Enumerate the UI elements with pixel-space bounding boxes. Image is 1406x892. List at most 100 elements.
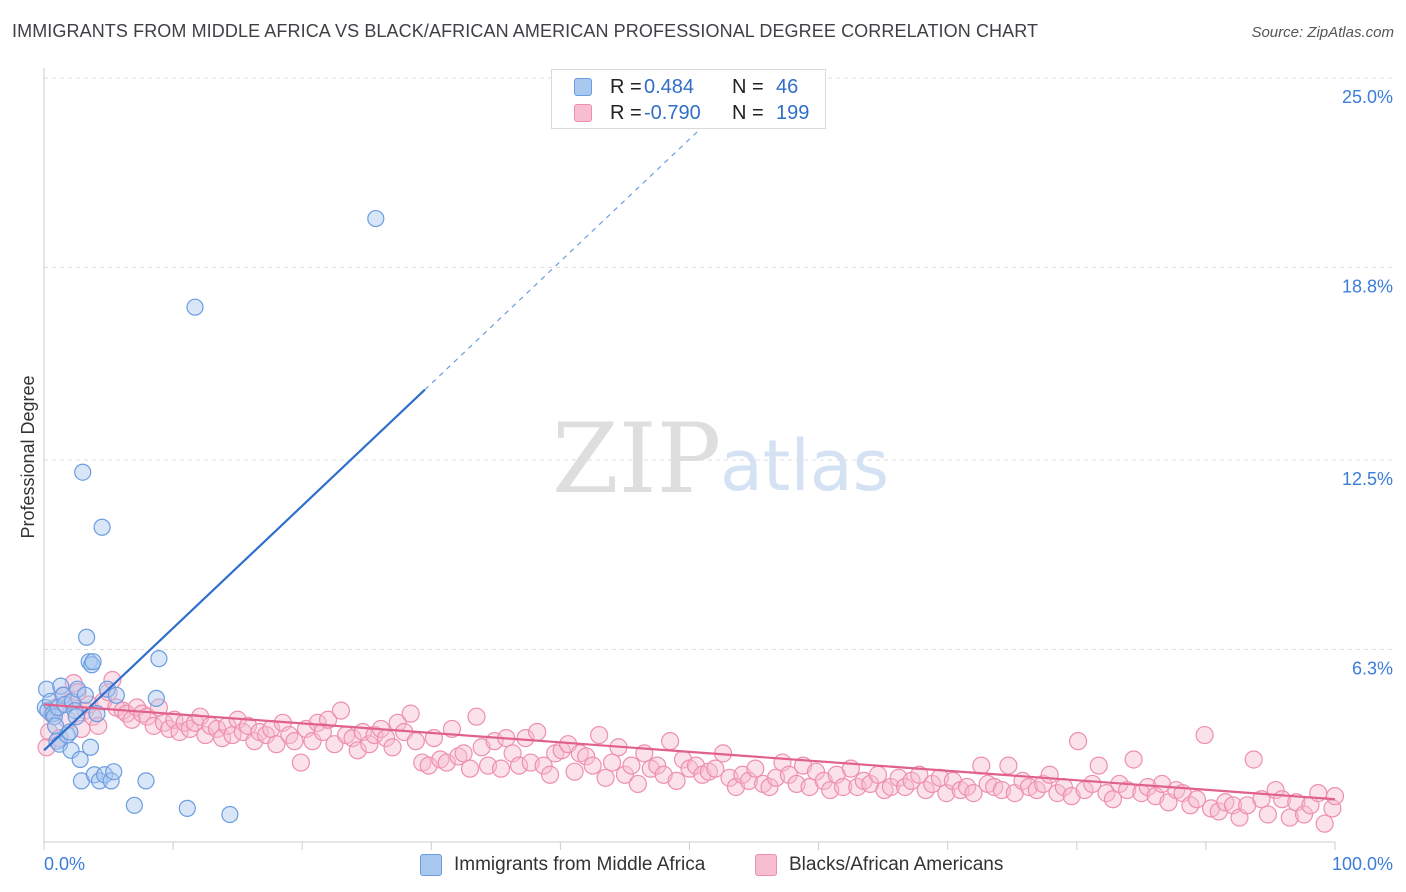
data-point xyxy=(467,707,486,726)
data-point xyxy=(491,759,511,778)
data-point xyxy=(80,653,98,671)
correlation-legend: R = 0.484 N = 46 R = -0.790 N = 199 xyxy=(551,69,826,129)
data-point xyxy=(746,759,765,778)
data-point xyxy=(910,765,929,784)
data-point xyxy=(779,765,799,784)
x-tick-labels: 0.0% 100.0% xyxy=(44,854,1393,874)
legend-r-key: R = xyxy=(610,76,642,98)
y-tick-label-1: 12.5% xyxy=(1342,469,1393,489)
data-point xyxy=(972,756,991,775)
data-point xyxy=(78,628,96,646)
data-point xyxy=(868,765,888,784)
data-point xyxy=(460,759,480,778)
legend-r-key: R = xyxy=(610,102,642,124)
data-point xyxy=(74,463,92,481)
data-point xyxy=(360,735,379,754)
y-axis-label: Professional Degree xyxy=(18,375,38,538)
data-point xyxy=(125,796,143,814)
data-point xyxy=(47,717,65,735)
data-point xyxy=(648,756,667,775)
data-point xyxy=(186,298,204,316)
trend-line-extension-dashed xyxy=(424,126,703,391)
data-point xyxy=(834,777,853,797)
data-point xyxy=(1280,808,1299,827)
data-point xyxy=(1325,787,1345,806)
legend-swatch-pink xyxy=(574,104,592,122)
data-point xyxy=(583,756,602,775)
data-point xyxy=(528,722,547,742)
watermark-atlas: atlas xyxy=(720,425,889,507)
data-point xyxy=(62,741,80,759)
data-point xyxy=(96,766,114,784)
data-point xyxy=(207,719,227,739)
series-immigrants-middle-africa xyxy=(36,209,385,824)
data-point xyxy=(1187,790,1206,809)
data-point xyxy=(454,744,473,763)
legend-r-value: -0.790 xyxy=(644,102,701,124)
x-tick-label-min: 0.0% xyxy=(44,854,85,874)
data-point xyxy=(999,756,1018,775)
data-point xyxy=(1315,814,1334,833)
legend-swatch-pink xyxy=(755,854,777,876)
source-label: Source: ZipAtlas.com xyxy=(1251,24,1394,41)
data-point xyxy=(81,738,100,756)
data-point xyxy=(1089,756,1108,775)
data-point xyxy=(406,732,425,751)
data-point xyxy=(367,209,385,228)
data-point xyxy=(93,518,111,536)
legend-label: Blacks/African Americans xyxy=(789,854,1004,875)
legend-swatch-blue xyxy=(420,854,442,876)
trend-line-immigrants-middle-africa xyxy=(43,388,426,752)
data-point xyxy=(178,799,196,817)
data-point xyxy=(509,756,529,775)
data-point xyxy=(137,772,155,790)
data-point xyxy=(1195,725,1214,745)
data-point xyxy=(348,741,367,760)
data-point xyxy=(48,732,66,750)
data-point xyxy=(706,759,725,778)
axes xyxy=(43,68,1336,850)
data-point xyxy=(628,774,647,794)
data-point xyxy=(133,704,152,723)
chart-title: IMMIGRANTS FROM MIDDLE AFRICA VS BLACK/A… xyxy=(12,21,1039,41)
trend-lines xyxy=(43,126,1336,801)
data-point xyxy=(67,708,85,726)
data-point xyxy=(449,747,468,766)
data-point xyxy=(540,765,560,784)
data-point xyxy=(602,753,622,772)
data-point xyxy=(71,750,89,769)
data-point xyxy=(238,716,258,735)
data-point xyxy=(144,716,163,735)
data-point xyxy=(881,777,900,797)
grid-lines xyxy=(44,77,1393,650)
data-point xyxy=(1244,750,1263,769)
zipatlas-watermark: ZIP atlas xyxy=(552,403,889,515)
legend-swatch-blue xyxy=(574,78,592,96)
data-point xyxy=(245,732,264,751)
data-point xyxy=(45,708,63,726)
x-tick-label-max: 100.0% xyxy=(1332,854,1393,874)
data-point xyxy=(1068,732,1088,751)
data-point xyxy=(1040,765,1059,784)
data-point xyxy=(1103,790,1123,809)
data-point xyxy=(661,732,680,751)
data-point xyxy=(615,765,635,784)
data-point xyxy=(308,713,327,732)
data-point xyxy=(107,686,125,704)
y-tick-label-0: 6.3% xyxy=(1352,658,1393,678)
data-point xyxy=(267,735,286,754)
data-point xyxy=(84,653,102,671)
data-point xyxy=(1258,805,1277,824)
legend-r-value: 0.484 xyxy=(644,76,695,98)
y-tick-labels: 6.3% 12.5% 18.8% 25.0% xyxy=(1342,87,1393,678)
data-point xyxy=(596,768,615,787)
watermark-zip: ZIP xyxy=(552,403,721,515)
data-point xyxy=(419,756,438,775)
data-point xyxy=(437,753,456,772)
data-point xyxy=(160,719,179,739)
data-point xyxy=(964,784,983,803)
y-tick-label-3: 25.0% xyxy=(1342,87,1393,107)
data-point xyxy=(534,756,553,775)
data-point xyxy=(285,732,304,751)
